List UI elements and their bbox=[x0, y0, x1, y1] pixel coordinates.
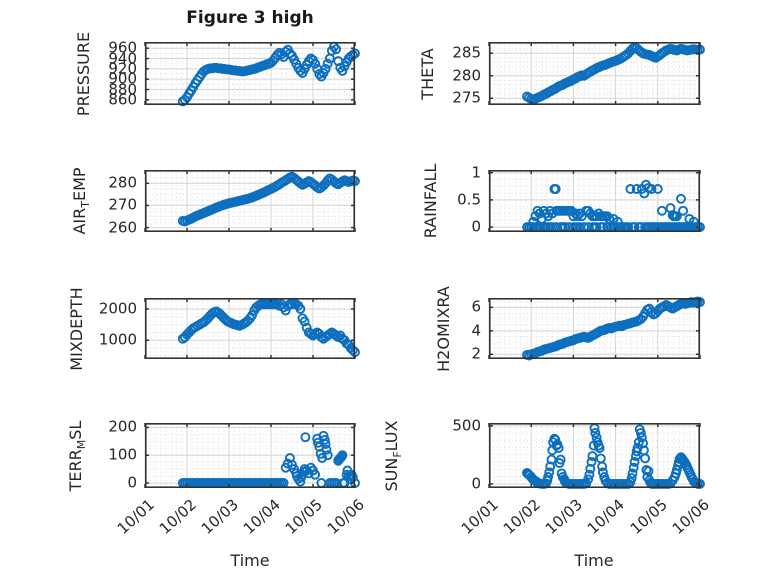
plot-area-h2omixra bbox=[488, 296, 705, 361]
data-points-theta bbox=[522, 42, 705, 105]
data-points-pressure bbox=[177, 41, 360, 107]
axes-frame bbox=[489, 423, 700, 489]
xtick-label: 10/04 bbox=[584, 495, 629, 538]
axes-frame bbox=[145, 298, 355, 360]
ytick-label-theta: 280 bbox=[452, 66, 481, 85]
xtick-label: 10/01 bbox=[457, 495, 502, 538]
xtick-label: 10/03 bbox=[541, 495, 587, 538]
plot-area-pressure bbox=[144, 41, 360, 107]
ylabel-air-temp: AIRTEMP bbox=[70, 167, 92, 235]
ylabel-h2omixra: H2OMIXRA bbox=[434, 285, 453, 372]
ytick-label-pressure: 920 bbox=[108, 59, 137, 78]
ylabel-mixdepth: MIXDEPTH bbox=[67, 286, 86, 371]
subplot-sun-flux bbox=[488, 423, 705, 489]
subplot-air-temp bbox=[144, 170, 360, 233]
ytick-label-pressure: 900 bbox=[108, 69, 137, 88]
ytick-label-theta: 285 bbox=[452, 43, 481, 62]
ytick-label-rainfall: 0 bbox=[471, 217, 481, 236]
plot-area-sun-flux bbox=[488, 423, 705, 489]
data-points-air-temp bbox=[177, 171, 360, 227]
plot-area-air-temp bbox=[144, 170, 360, 233]
ytick-label-mixdepth: 2000 bbox=[98, 299, 137, 318]
plot-area-rainfall bbox=[488, 170, 705, 233]
subplot-rainfall bbox=[488, 170, 705, 233]
ytick-label-pressure: 940 bbox=[108, 49, 137, 68]
xtick-label: 10/06 bbox=[323, 495, 368, 538]
subplot-terr-msl bbox=[144, 423, 360, 489]
ytick-label-h2omixra: 6 bbox=[471, 297, 481, 316]
xtick-label: 10/02 bbox=[155, 495, 200, 538]
ytick-label-terr-msl: 100 bbox=[108, 445, 137, 464]
subplot-theta bbox=[488, 42, 705, 106]
xtick-label: 10/05 bbox=[626, 495, 671, 538]
ytick-label-air-temp: 270 bbox=[108, 195, 137, 214]
plot-area-theta bbox=[488, 42, 705, 106]
ytick-label-mixdepth: 1000 bbox=[98, 330, 137, 349]
ylabel-terr-msl: TERRMSL bbox=[66, 420, 88, 491]
ytick-label-theta: 275 bbox=[452, 88, 481, 107]
axes-frame bbox=[145, 170, 355, 233]
axes-frame bbox=[489, 170, 700, 233]
axes-frame bbox=[489, 42, 700, 106]
ytick-label-pressure: 880 bbox=[108, 80, 137, 98]
minor-grid bbox=[489, 298, 700, 359]
ytick-label-terr-msl: 200 bbox=[108, 417, 137, 436]
figure-title: Figure 3 high bbox=[186, 8, 314, 28]
axes-frame bbox=[145, 423, 355, 489]
xtick-label: 10/06 bbox=[668, 495, 713, 538]
subplot-h2omixra bbox=[488, 296, 705, 361]
ytick-label-h2omixra: 2 bbox=[471, 344, 481, 363]
data-points-sun-flux bbox=[522, 423, 705, 489]
ytick-label-air-temp: 280 bbox=[108, 173, 137, 192]
plot-area-mixdepth bbox=[144, 297, 360, 360]
xtick-label: 10/02 bbox=[499, 495, 544, 538]
xtick-label: 10/04 bbox=[239, 495, 284, 538]
ylabel-rainfall: RAINFALL bbox=[421, 163, 440, 239]
ylabel-theta: THETA bbox=[418, 47, 437, 100]
ytick-label-air-temp: 260 bbox=[108, 218, 137, 237]
xaxis-label-left: Time bbox=[230, 551, 270, 570]
ytick-label-sun-flux: 500 bbox=[452, 416, 481, 435]
xtick-label: 10/03 bbox=[197, 495, 242, 538]
xtick-label: 10/05 bbox=[281, 495, 326, 538]
minor-grid bbox=[489, 42, 700, 105]
ytick-label-rainfall: 1 bbox=[471, 163, 481, 182]
xtick-label: 10/01 bbox=[113, 495, 158, 538]
ytick-label-pressure: 960 bbox=[108, 38, 137, 57]
ytick-label-terr-msl: 0 bbox=[127, 473, 137, 492]
ylabel-pressure: PRESSURE bbox=[74, 31, 93, 116]
axes-frame bbox=[145, 42, 355, 106]
ytick-label-rainfall: 0.5 bbox=[457, 190, 481, 209]
ytick-label-sun-flux: 0 bbox=[471, 474, 481, 493]
subplot-mixdepth bbox=[144, 297, 360, 360]
ytick-label-pressure: 860 bbox=[108, 90, 137, 109]
ylabel-sun-flux: SUNFLUX bbox=[382, 420, 404, 491]
axes-frame bbox=[489, 298, 700, 360]
ytick-label-h2omixra: 4 bbox=[471, 321, 481, 340]
plot-area-terr-msl bbox=[144, 423, 360, 489]
subplot-pressure bbox=[144, 41, 360, 107]
xaxis-label-right: Time bbox=[574, 551, 614, 570]
data-points-mixdepth bbox=[177, 297, 360, 358]
